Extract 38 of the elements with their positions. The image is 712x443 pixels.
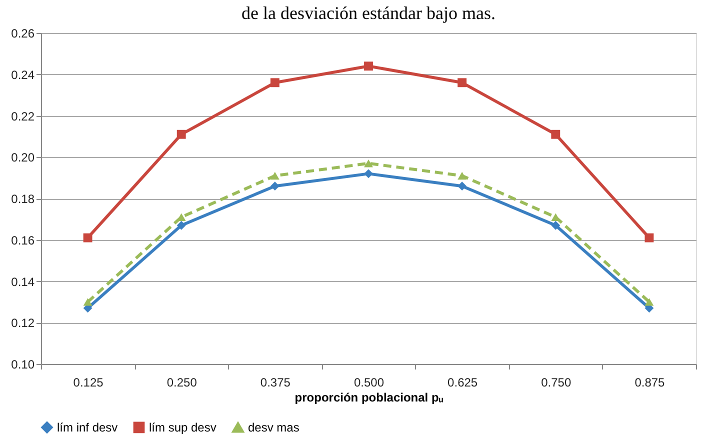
point: [551, 130, 560, 139]
legend-label: lím inf desv: [57, 420, 118, 434]
x-axis-title: proporción poblacional pᵤ: [294, 390, 444, 404]
point: [458, 182, 467, 191]
y-tick-label: 0.24: [11, 68, 35, 82]
x-tick-label: 0.125: [73, 376, 104, 390]
point: [458, 172, 467, 180]
x-tick-label: 0.250: [166, 376, 198, 390]
y-tick-label: 0.26: [11, 26, 35, 40]
y-tick-label: 0.22: [11, 109, 35, 124]
y-tick-label: 0.10: [11, 358, 35, 372]
point: [644, 233, 654, 242]
point: [176, 130, 186, 139]
legend-label: desv mas: [248, 420, 300, 435]
point: [270, 78, 280, 88]
point: [364, 169, 373, 178]
x-tick-label: 0.375: [260, 376, 291, 390]
y-tick-label: 0.14: [11, 274, 35, 289]
x-tick-label: 0.750: [541, 376, 572, 390]
point: [270, 172, 280, 180]
point: [176, 220, 186, 230]
point: [364, 62, 373, 71]
y-tick-label: 0.18: [11, 192, 35, 206]
legend-label: lím sup desv: [149, 420, 216, 434]
point: [644, 298, 654, 306]
point: [270, 182, 280, 191]
y-tick-label: 0.20: [11, 150, 35, 165]
y-tick-label: 0.16: [11, 233, 35, 248]
x-tick-label: 0.625: [448, 376, 478, 390]
point: [83, 298, 92, 306]
x-tick-label: 0.875: [634, 376, 666, 390]
chart-title: de la desviación estándar bajo mas.: [242, 3, 496, 23]
point: [83, 233, 92, 242]
point: [458, 78, 467, 88]
y-tick-label: 0.12: [11, 316, 35, 330]
point: [364, 159, 373, 168]
x-tick-label: 0.500: [354, 376, 384, 390]
point: [551, 220, 560, 230]
